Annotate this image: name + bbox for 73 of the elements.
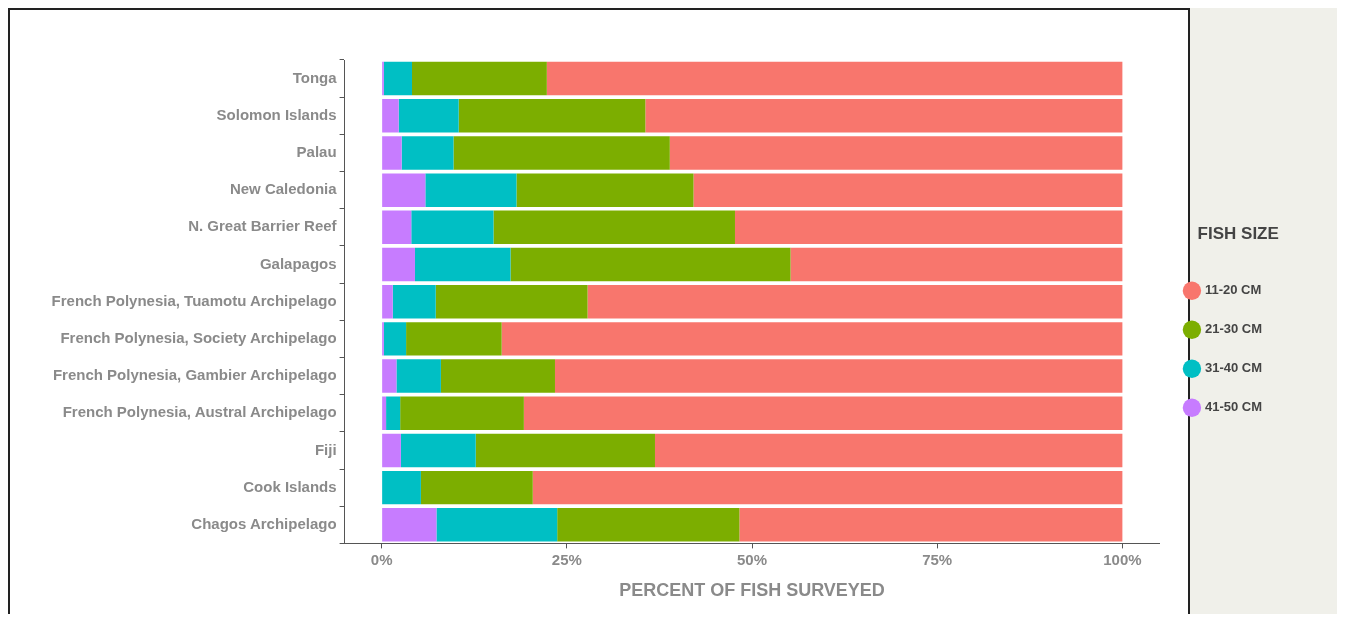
y-tick-label: N. Great Barrier Reef: [188, 217, 338, 235]
bar: [516, 173, 694, 207]
bar: [396, 359, 441, 393]
bar: [392, 284, 436, 319]
bar: [493, 210, 735, 245]
bar: [382, 247, 415, 282]
bar: [669, 136, 1123, 170]
bar: [436, 508, 558, 542]
x-tick-label: 0%: [370, 550, 393, 568]
bar: [645, 99, 1123, 133]
bar: [414, 247, 511, 282]
bar: [382, 284, 393, 319]
bar: [382, 433, 401, 468]
bar: [654, 433, 1123, 468]
bar: [554, 359, 1123, 393]
y-tick-label: Fiji: [314, 440, 337, 458]
y-tick-label: Chagos Archipelago: [191, 514, 337, 532]
bar: [693, 173, 1123, 207]
bar: [453, 136, 670, 170]
bar: [440, 359, 555, 393]
bar: [425, 173, 517, 207]
bar: [435, 284, 588, 319]
bar: [382, 173, 426, 207]
bar: [532, 470, 1123, 505]
bar: [523, 396, 1123, 430]
bar: [398, 99, 459, 133]
x-axis-title: PERCENT OF FISH SURVEYED: [619, 580, 885, 601]
x-tick-label: 50%: [737, 550, 768, 568]
bar: [382, 359, 397, 393]
bar: [386, 396, 401, 430]
legend-label: 41-50 CM: [1204, 399, 1262, 415]
x-tick-label: 25%: [551, 550, 582, 568]
x-tick-label: 100%: [1103, 550, 1142, 568]
bar: [458, 99, 646, 133]
bar: [382, 470, 421, 505]
legend-label: 31-40 CM: [1204, 360, 1262, 376]
bar: [501, 322, 1123, 356]
bar: [411, 210, 494, 245]
bar: [400, 396, 524, 430]
bar: [557, 508, 740, 542]
bar: [475, 433, 655, 468]
bar: [382, 99, 399, 133]
bar: [734, 210, 1123, 245]
y-tick-label: French Polynesia, Gambier Archipelago: [52, 366, 337, 384]
bar: [382, 136, 402, 170]
bar: [406, 322, 502, 356]
y-tick-label: Tonga: [292, 68, 338, 86]
bar: [383, 322, 407, 356]
bar: [412, 61, 547, 96]
y-tick-label: Solomon Islands: [216, 105, 337, 123]
y-tick-label: French Polynesia, Tuamotu Archipelago: [51, 291, 337, 309]
bar: [382, 508, 437, 542]
legend-label: 21-30 CM: [1204, 321, 1262, 337]
bar: [383, 61, 413, 96]
y-tick-label: French Polynesia, Society Archipelago: [60, 329, 337, 347]
bar: [401, 136, 454, 170]
bar: [382, 396, 387, 430]
bar: [790, 247, 1123, 282]
y-tick-label: Cook Islands: [243, 477, 337, 495]
legend-title: FISH SIZE: [1197, 223, 1279, 243]
y-tick-label: French Polynesia, Austral Archipelago: [62, 403, 337, 421]
y-tick-label: Palau: [296, 143, 337, 161]
x-tick-label: 75%: [922, 550, 953, 568]
bar: [400, 433, 476, 468]
bar: [587, 284, 1123, 319]
legend-label: 11-20 CM: [1204, 282, 1262, 298]
y-tick-label: New Caledonia: [229, 180, 338, 198]
bar: [510, 247, 791, 282]
bar: [420, 470, 533, 505]
bar: [382, 210, 412, 245]
bar: [546, 61, 1123, 96]
y-tick-label: Galapagos: [259, 254, 337, 272]
bar: [739, 508, 1123, 542]
